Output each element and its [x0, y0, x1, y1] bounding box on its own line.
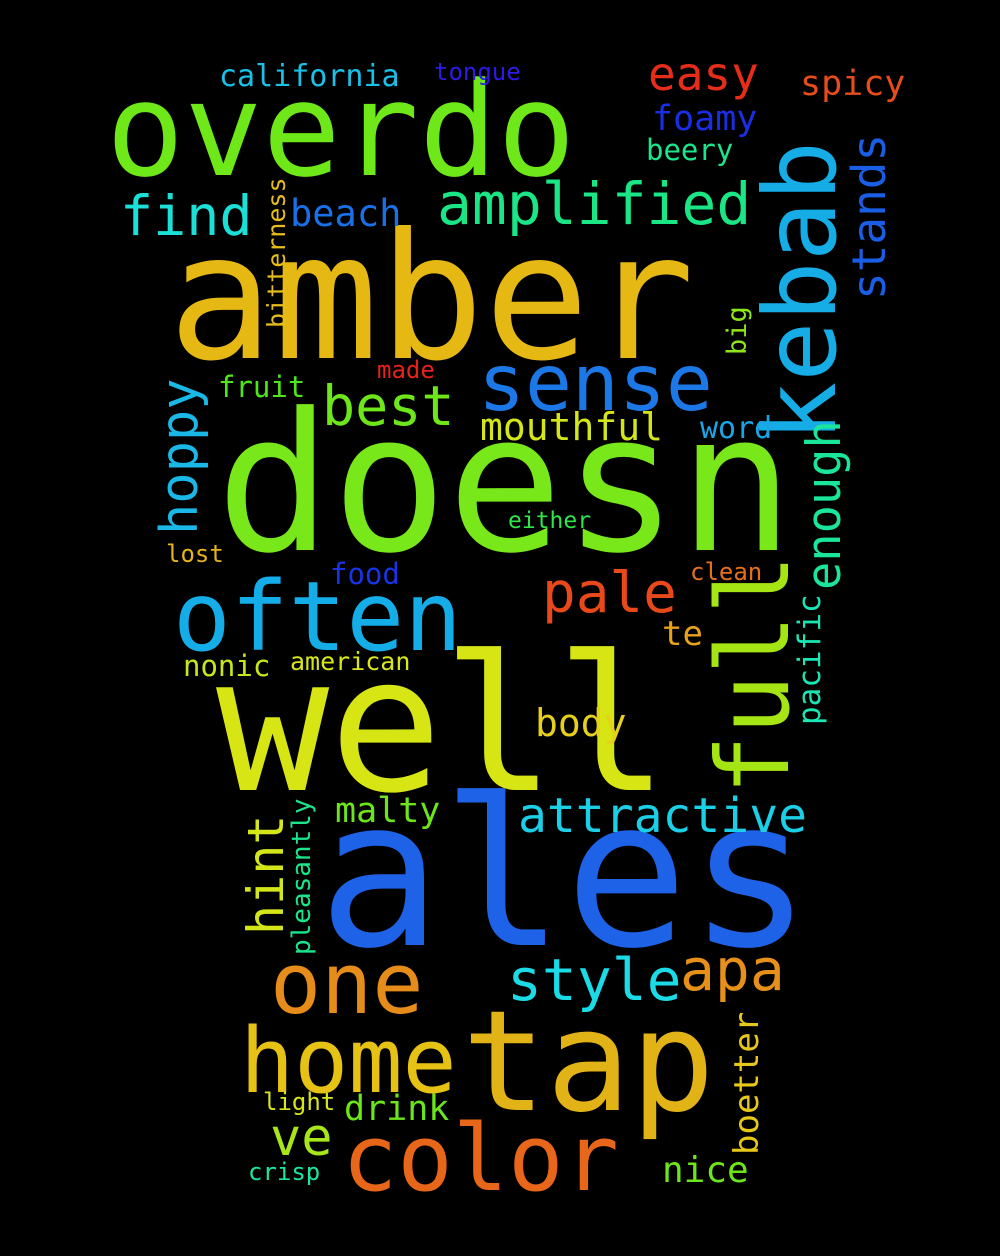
- word-full: full: [695, 554, 812, 795]
- word-lost: lost: [166, 540, 224, 568]
- word-ales: ales: [318, 756, 812, 994]
- word-nice: nice: [662, 1150, 749, 1191]
- word-te: te: [662, 614, 703, 654]
- word-find: find: [120, 184, 252, 248]
- word-hint: hint: [237, 815, 295, 935]
- word-beery: beery: [646, 133, 733, 167]
- word-drink: drink: [344, 1089, 449, 1129]
- word-american: american: [290, 647, 410, 676]
- word-word: word: [700, 411, 772, 446]
- word-ve: ve: [270, 1108, 333, 1168]
- word-clean: clean: [690, 558, 762, 586]
- word-light: light: [263, 1088, 335, 1116]
- word-overdo: overdo: [106, 54, 576, 206]
- word-often: often: [173, 561, 462, 673]
- word-well: well: [216, 616, 669, 835]
- word-style: style: [507, 946, 682, 1014]
- word-kebab: kebab: [742, 141, 859, 442]
- word-doesn: doesn: [216, 373, 794, 596]
- word-color: color: [342, 1105, 619, 1212]
- word-california: california: [219, 59, 400, 94]
- word-enough: enough: [797, 420, 852, 590]
- word-malty: malty: [335, 791, 440, 831]
- word-tap: tap: [462, 981, 715, 1144]
- word-one: one: [270, 935, 424, 1034]
- word-pacific: pacific: [792, 594, 828, 725]
- word-stands: stands: [842, 134, 896, 300]
- word-amber: amber: [168, 197, 695, 400]
- word-either: either: [508, 508, 591, 534]
- word-nonic: nonic: [183, 649, 270, 683]
- word-pale: pale: [542, 561, 677, 626]
- word-pleasantly: pleasantly: [287, 798, 317, 955]
- word-mouthful: mouthful: [480, 405, 663, 449]
- word-easy: easy: [648, 47, 759, 101]
- word-body: body: [535, 701, 627, 745]
- word-big: big: [722, 306, 753, 355]
- word-attractive: attractive: [518, 788, 807, 844]
- word-foamy: foamy: [652, 99, 757, 139]
- word-best: best: [322, 374, 454, 438]
- word-fruit: fruit: [218, 370, 305, 404]
- word-apa: apa: [680, 936, 785, 1004]
- word-tongue: tongue: [434, 58, 521, 86]
- word-home: home: [240, 1009, 457, 1114]
- word-boetter: boetter: [727, 1012, 767, 1155]
- word-hoppy: hoppy: [150, 378, 210, 535]
- word-beach: beach: [290, 192, 401, 235]
- word-spicy: spicy: [800, 64, 905, 104]
- word-made: made: [377, 356, 435, 384]
- word-food: food: [330, 557, 400, 591]
- word-crisp: crisp: [248, 1158, 320, 1186]
- word-sense: sense: [478, 339, 713, 429]
- word-bitterness: bitterness: [262, 177, 291, 328]
- word-amplified: amplified: [437, 170, 751, 238]
